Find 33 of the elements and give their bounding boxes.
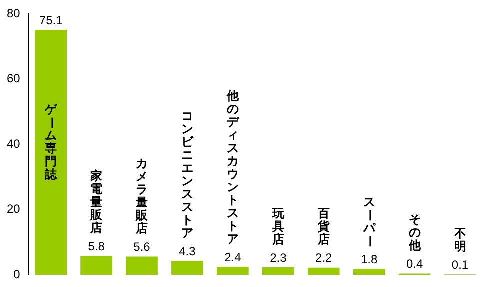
category-label: 他のディスカウントストア xyxy=(226,88,239,246)
bar xyxy=(262,267,294,275)
y-tick-label: 0 xyxy=(14,267,21,282)
bar xyxy=(308,268,340,275)
data-label: 0.1 xyxy=(452,258,469,272)
bar xyxy=(126,256,158,275)
x-tick-label: スーパー xyxy=(362,194,378,248)
x-tick-label: その他 xyxy=(408,212,422,253)
data-label: 5.6 xyxy=(134,240,151,254)
y-tick-label: 80 xyxy=(6,6,21,20)
x-tick-label: 不明 xyxy=(453,226,466,254)
data-label: 5.8 xyxy=(88,239,106,254)
data-label: 0.4 xyxy=(406,257,424,272)
x-tick-label: 玩具店 xyxy=(271,206,286,246)
bar xyxy=(217,267,249,275)
x-tick-label: ゲーム専門誌 xyxy=(44,102,59,182)
category-label: コンビニエンスストア xyxy=(181,108,194,240)
data-label: 2.2 xyxy=(316,251,333,266)
y-tick-label: 40 xyxy=(6,136,21,151)
y-tick-label: 60 xyxy=(6,72,21,86)
data-label: 75.1 xyxy=(39,13,64,28)
data-label: 4.3 xyxy=(179,244,196,258)
bar xyxy=(172,260,204,275)
x-tick-label: 百貨店 xyxy=(316,206,331,247)
data-label: 2.3 xyxy=(270,250,288,265)
x-tick-label: 家電量販店 xyxy=(90,168,104,235)
bar xyxy=(353,269,386,275)
bar xyxy=(35,30,67,275)
data-label: 2.4 xyxy=(224,250,242,264)
x-tick-label: カメラ量販店 xyxy=(135,156,150,236)
y-tick-label: 20 xyxy=(6,202,21,216)
bar xyxy=(80,256,112,275)
data-label: 1.8 xyxy=(360,252,378,266)
